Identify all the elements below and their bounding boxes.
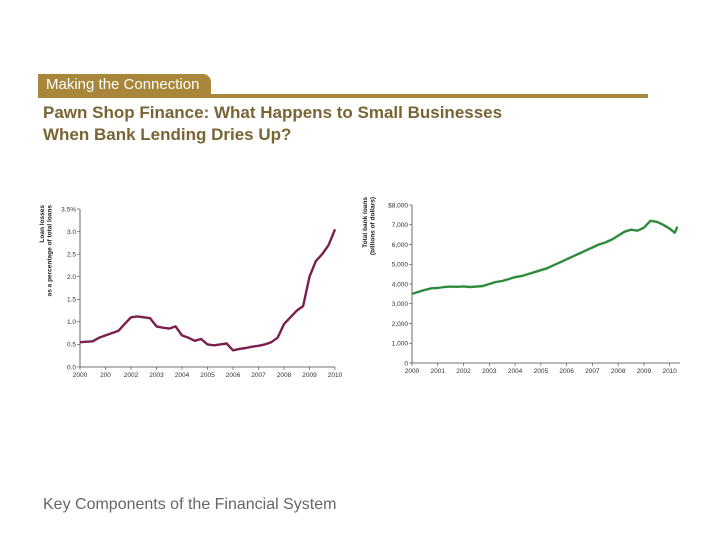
x-tick-label: 200	[100, 372, 111, 379]
title-line-2: When Bank Lending Dries Up?	[43, 125, 292, 144]
y-axis-label: Total bank loans (billions of dollars)	[362, 197, 377, 256]
x-tick-label: 2007	[585, 368, 600, 375]
x-tick-label: 2010	[328, 372, 343, 379]
x-tick-label: 2005	[534, 368, 549, 375]
y-tick-label: 4,000	[392, 281, 409, 288]
loan-losses-chart: 0.0 0.5 1.0 1.5 2.0 2.5 3.0 3.5% 2000 200 2002 2003…	[39, 205, 343, 379]
y-tick-label: 0.0	[67, 364, 76, 371]
slide-title: Pawn Shop Finance: What Happens to Small…	[43, 102, 643, 146]
y-axis-label-line-1: Total bank loans	[362, 197, 369, 248]
series-line	[79, 228, 337, 352]
series-line	[411, 219, 679, 296]
x-tick-label: 2006	[226, 372, 241, 379]
x-tick-label: 2000	[73, 372, 88, 379]
y-tick-label: 2.0	[67, 274, 76, 281]
y-tick-label: 1.0	[67, 319, 76, 326]
x-tick-label: 2003	[482, 368, 497, 375]
y-tick-label: 2,000	[392, 321, 409, 328]
x-tick-label: 2001	[431, 368, 446, 375]
y-axis-label-line-2: (billions of dollars)	[370, 197, 377, 255]
y-tick-label: 2.5	[67, 251, 76, 258]
x-tick-label: 2006	[559, 368, 574, 375]
y-axis-label-line-1: Loan losses	[39, 205, 46, 243]
x-tick-label: 2002	[456, 368, 471, 375]
y-tick-label: 0	[404, 360, 408, 367]
x-tick-label: 2008	[611, 368, 626, 375]
y-axis-label: Loan losses as a percentage of total loan…	[39, 205, 54, 297]
y-tick-label: 6,000	[392, 242, 409, 249]
y-tick-label: 0.5	[67, 342, 76, 349]
y-tick-label: 1,000	[392, 341, 409, 348]
x-tick-label: 2004	[175, 372, 190, 379]
section-rule	[38, 94, 648, 98]
section-tab: Making the Connection	[38, 74, 212, 95]
x-tick-label: 2008	[277, 372, 292, 379]
y-tick-label: 3,000	[392, 301, 409, 308]
x-tick-label: 2004	[508, 368, 523, 375]
x-tick-label: 2009	[637, 368, 652, 375]
bank-loans-chart: 0 1,000 2,000 3,000 4,000 5,000 6,000 7,000 $8,0…	[362, 197, 680, 375]
x-tick-label: 2010	[662, 368, 677, 375]
y-tick-label: 7,000	[392, 222, 409, 229]
x-tick-label: 2003	[149, 372, 164, 379]
x-tick-label: 2009	[302, 372, 317, 379]
y-tick-label: $8,000	[388, 202, 408, 209]
title-line-1: Pawn Shop Finance: What Happens to Small…	[43, 103, 503, 122]
y-tick-label: 5,000	[392, 262, 409, 269]
x-tick-label: 2007	[251, 372, 266, 379]
y-tick-label: 1.5	[67, 297, 76, 304]
y-tick-label: 3.5%	[61, 206, 76, 213]
x-tick-label: 2000	[405, 368, 420, 375]
footer-text: Key Components of the Financial System	[43, 496, 337, 513]
x-tick-label: 2002	[124, 372, 139, 379]
y-axis-label-line-2: as a percentage of total loans	[47, 205, 54, 297]
y-tick-label: 3.0	[67, 229, 76, 236]
x-tick-label: 2005	[200, 372, 215, 379]
